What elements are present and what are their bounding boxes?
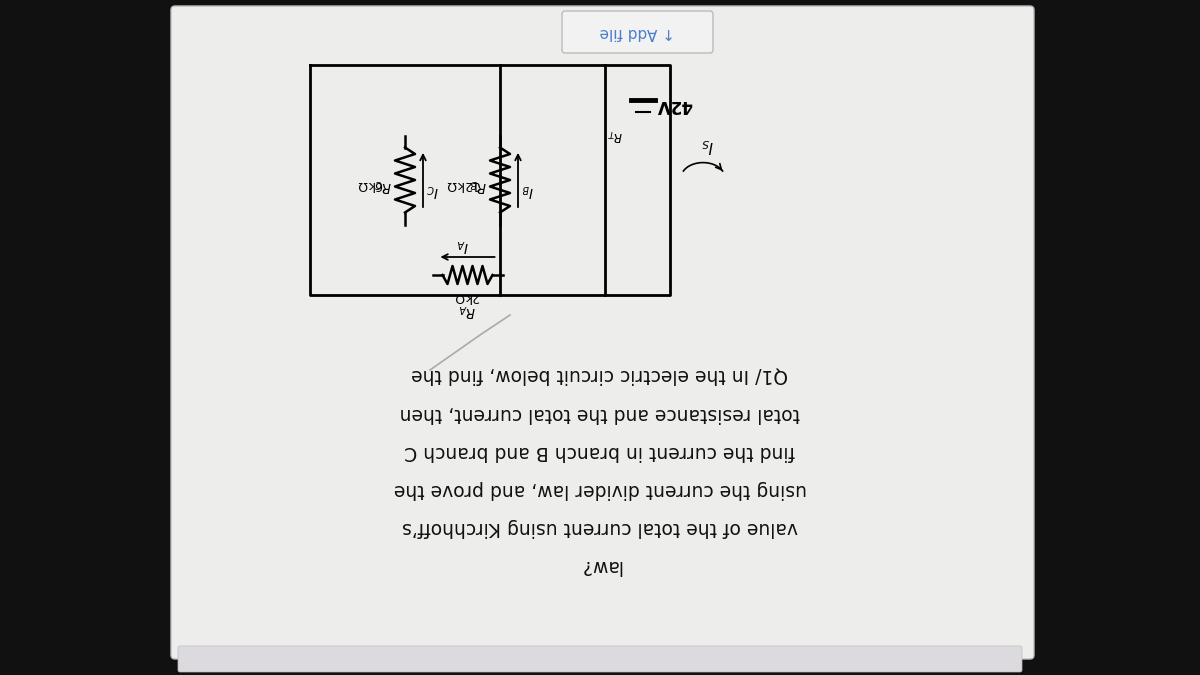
Text: 6k$\Omega$: 6k$\Omega$ xyxy=(358,178,384,192)
Text: using the current divider law, and prove the: using the current divider law, and prove… xyxy=(394,479,806,499)
Text: find the current in branch B and branch C: find the current in branch B and branch … xyxy=(404,441,796,460)
Text: 42V: 42V xyxy=(656,96,692,114)
Text: $I_S$: $I_S$ xyxy=(702,136,714,155)
Text: $R_B$: $R_B$ xyxy=(469,177,487,193)
Text: $R_A$: $R_A$ xyxy=(458,302,476,318)
Text: $R_T$: $R_T$ xyxy=(607,128,623,142)
FancyBboxPatch shape xyxy=(172,6,1034,659)
Text: $I_C$: $I_C$ xyxy=(426,182,439,198)
Text: total resistance and the total current, then: total resistance and the total current, … xyxy=(400,404,800,423)
Text: $I_B$: $I_B$ xyxy=(522,182,534,198)
Text: $R_C$: $R_C$ xyxy=(373,177,392,193)
Text: Q1/ In the electric circuit below, find the: Q1/ In the electric circuit below, find … xyxy=(412,365,788,385)
Text: law?: law? xyxy=(580,556,622,574)
FancyBboxPatch shape xyxy=(178,646,1022,672)
Text: 2k$\Omega$: 2k$\Omega$ xyxy=(455,290,481,304)
Text: $I_A$: $I_A$ xyxy=(456,237,468,253)
FancyBboxPatch shape xyxy=(562,11,713,53)
Text: ↑ Add file: ↑ Add file xyxy=(600,24,676,40)
Text: value of the total current using Kirchhoff’s: value of the total current using Kirchho… xyxy=(402,518,798,537)
Text: 12k$\Omega$: 12k$\Omega$ xyxy=(446,178,481,192)
